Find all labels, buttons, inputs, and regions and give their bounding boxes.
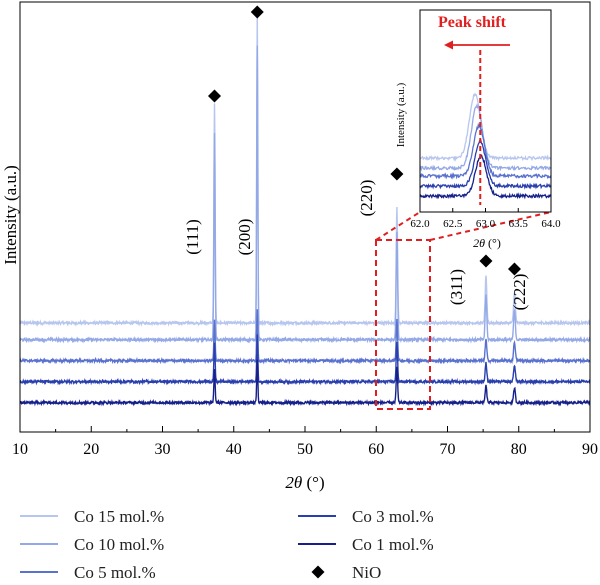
- inset-background: [420, 10, 551, 212]
- inset-title: Peak shift: [438, 14, 507, 31]
- peak-label: (311): [447, 269, 466, 305]
- legend-item: Co 3 mol.%: [298, 507, 434, 526]
- legend-label: Co 1 mol.%: [352, 535, 434, 554]
- x-tick-label: 30: [155, 441, 171, 458]
- inset-x-axis-label: 2θ (°): [473, 236, 501, 250]
- peak-shift-arrowhead: [444, 40, 453, 50]
- series-line-4: [19, 359, 591, 407]
- main-plot: (111) (200) (220) (311) (222) 10 20 30 40 50 60 70…: [1, 1, 598, 492]
- series-line-2: [19, 309, 591, 365]
- legend-label: NiO: [352, 563, 381, 582]
- nio-marker: [250, 5, 264, 19]
- inset-series-line-2: [419, 122, 552, 180]
- inset-x-tick-label: 64.0: [541, 218, 561, 230]
- peak-labels: (111) (200) (220) (311) (222): [183, 180, 529, 311]
- x-tick-label: 80: [511, 441, 527, 458]
- peak-label: (200): [235, 219, 254, 256]
- x-tick-label: 20: [83, 441, 99, 458]
- peak-label: (111): [183, 219, 202, 255]
- nio-markers: [208, 5, 521, 276]
- x-tick-label: 10: [12, 441, 28, 458]
- zoom-highlight-box: [375, 239, 431, 410]
- main-series-group: [19, 13, 591, 407]
- legend-item: Co 1 mol.%: [298, 535, 434, 554]
- inset-series-line-3: [419, 139, 552, 190]
- x-tick-label: 60: [368, 441, 384, 458]
- x-tick-label: 50: [297, 441, 313, 458]
- legend-diamond: [311, 565, 325, 579]
- y-axis-label: Intensity (a.u.): [1, 165, 20, 265]
- inset-series-line-4: [419, 153, 552, 200]
- legend-label: Co 3 mol.%: [352, 507, 434, 526]
- legend-item-nio: NiO: [311, 563, 381, 582]
- nio-marker: [390, 167, 404, 181]
- inset-x-axis-label-var: 2θ: [473, 236, 485, 250]
- inset-plot: 62.0 62.5 63.0 63.5 64.0 Peak shift Intensit…: [395, 9, 561, 250]
- legend-label: Co 15 mol.%: [74, 507, 164, 526]
- legend-item: Co 15 mol.%: [20, 507, 164, 526]
- legend: Co 15 mol.% Co 10 mol.% Co 5 mol.% Co 3 mol…: [20, 507, 434, 582]
- legend-item: Co 5 mol.%: [20, 563, 156, 582]
- inset-x-tick-label: 62.5: [443, 218, 463, 230]
- x-tick-label: 70: [440, 441, 456, 458]
- series-line-1: [19, 45, 591, 344]
- peak-label: (220): [357, 180, 376, 217]
- inset-x-ticks: 62.0 62.5 63.0 63.5 64.0: [410, 208, 561, 230]
- legend-label: Co 10 mol.%: [74, 535, 164, 554]
- inset-x-tick-label: 63.0: [476, 218, 496, 230]
- legend-item: Co 10 mol.%: [20, 535, 164, 554]
- x-axis-label-unit: (°): [302, 473, 324, 492]
- nio-marker: [479, 254, 493, 268]
- series-line-0: [19, 13, 591, 327]
- inset-y-axis-label: Intensity (a.u.): [395, 82, 407, 147]
- nio-marker: [208, 89, 222, 103]
- inset-connector-lines: [375, 211, 552, 241]
- legend-label: Co 5 mol.%: [74, 563, 156, 582]
- series-line-3: [19, 334, 591, 386]
- peak-label: (222): [510, 274, 529, 311]
- nio-marker: [507, 262, 521, 276]
- x-tick-label: 90: [582, 441, 598, 458]
- main-x-ticks: 10 20 30 40 50 60 70 80 90: [12, 426, 598, 458]
- inset-x-tick-label: 62.0: [410, 218, 430, 230]
- inset-x-tick-label: 63.5: [509, 218, 529, 230]
- x-axis-label-var: 2θ: [285, 473, 302, 492]
- x-axis-label: 2θ (°): [285, 473, 324, 492]
- inset-x-axis-label-unit: (°): [485, 236, 501, 250]
- x-tick-label: 40: [226, 441, 242, 458]
- inset-series-group: [419, 92, 552, 200]
